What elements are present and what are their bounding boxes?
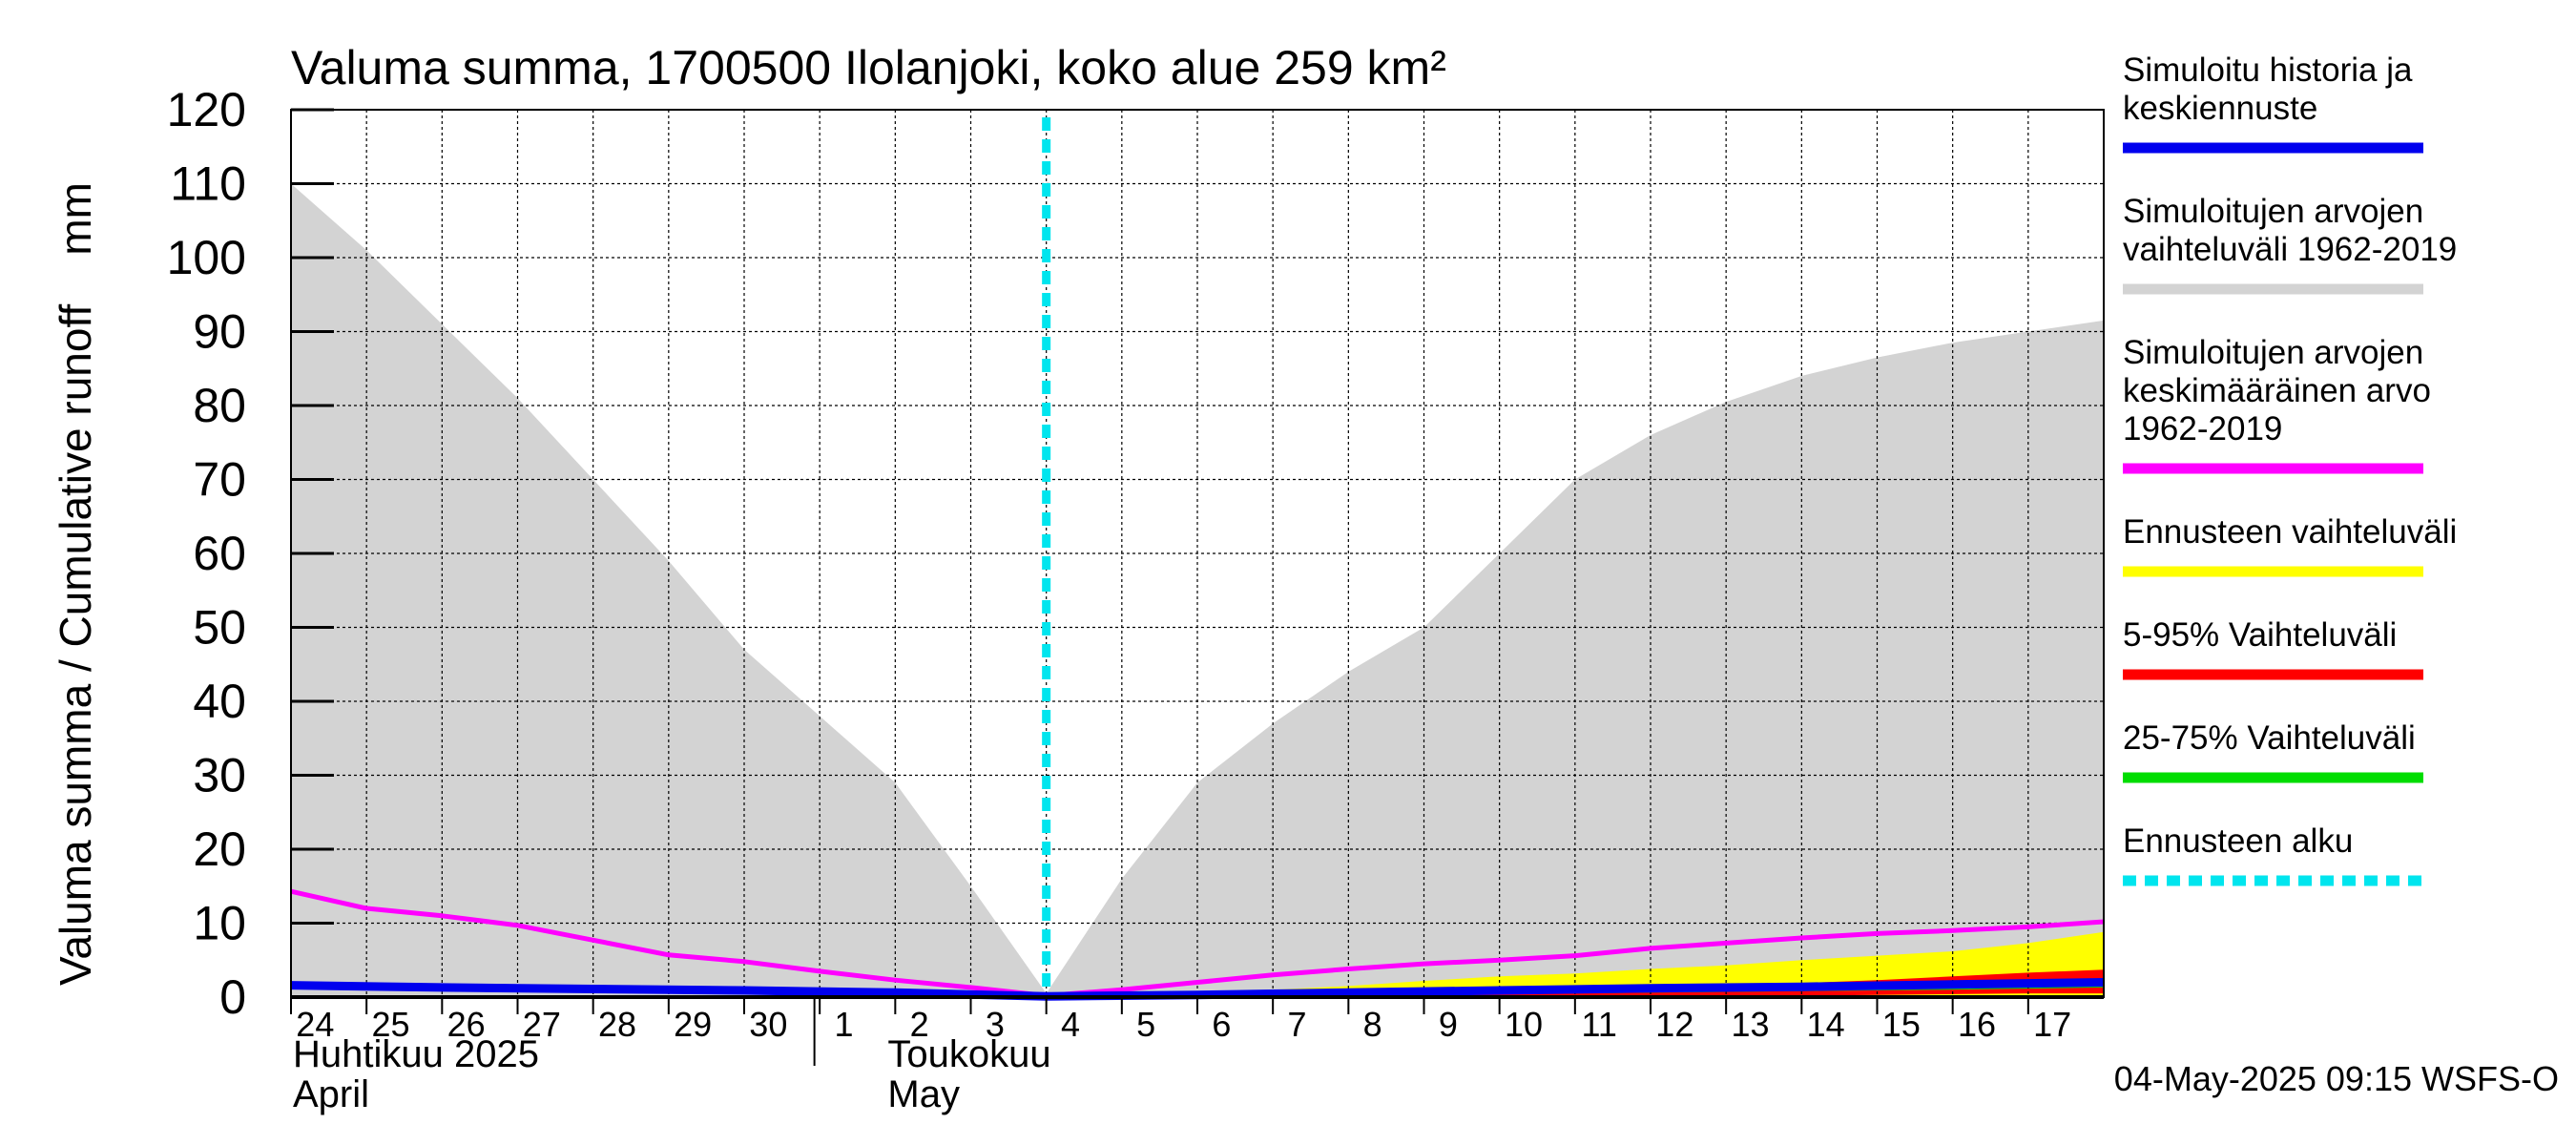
legend-label: keskiennuste bbox=[2123, 90, 2317, 127]
y-tick-label: 10 bbox=[193, 897, 246, 950]
footer-timestamp: 04-May-2025 09:15 WSFS-O bbox=[2114, 1059, 2559, 1098]
y-tick-label: 0 bbox=[219, 970, 246, 1024]
x-tick-label: 4 bbox=[1061, 1005, 1080, 1044]
x-tick-label: 12 bbox=[1655, 1005, 1693, 1044]
band-area-1 bbox=[1046, 931, 2104, 997]
y-tick-label: 50 bbox=[193, 601, 246, 655]
x-tick-label: 7 bbox=[1287, 1005, 1306, 1044]
x-tick-label: 26 bbox=[447, 1005, 486, 1044]
y-tick-label: 30 bbox=[193, 749, 246, 802]
month-label-fi: Toukokuu bbox=[887, 1033, 1050, 1075]
x-tick-label: 3 bbox=[986, 1005, 1005, 1044]
month-label-fi: Huhtikuu 2025 bbox=[293, 1033, 539, 1075]
x-tick-label: 2 bbox=[910, 1005, 929, 1044]
x-tick-label: 15 bbox=[1882, 1005, 1921, 1044]
legend-label: keskimääräinen arvo bbox=[2123, 372, 2431, 409]
y-tick-label: 60 bbox=[193, 527, 246, 580]
x-tick-label: 16 bbox=[1958, 1005, 1996, 1044]
series-line-0 bbox=[290, 888, 2105, 998]
legend-label: Simuloitujen arvojen bbox=[2123, 193, 2423, 230]
x-tick-label: 6 bbox=[1212, 1005, 1231, 1044]
x-tick-label: 17 bbox=[2033, 1005, 2071, 1044]
y-tick-label: 90 bbox=[193, 305, 246, 359]
legend-label: Simuloitujen arvojen bbox=[2123, 334, 2423, 371]
legend-label: 1962-2019 bbox=[2123, 410, 2282, 448]
legend-label: Ennusteen alku bbox=[2123, 822, 2353, 860]
month-label-en: May bbox=[887, 1073, 960, 1115]
x-tick-label: 25 bbox=[371, 1005, 409, 1044]
month-label-en: April bbox=[293, 1073, 369, 1115]
legend-label: 25-75% Vaihteluväli bbox=[2123, 719, 2416, 757]
x-tick-label: 13 bbox=[1731, 1005, 1769, 1044]
x-tick-label: 30 bbox=[749, 1005, 787, 1044]
y-tick-label: 100 bbox=[167, 231, 246, 284]
x-tick-label: 1 bbox=[834, 1005, 853, 1044]
legend-label: Ennusteen vaihteluväli bbox=[2123, 513, 2457, 551]
y-axis-label: Valuma summa / Cumulative runoff mm bbox=[51, 182, 100, 986]
x-tick-label: 9 bbox=[1439, 1005, 1458, 1044]
chart-title: Valuma summa, 1700500 Ilolanjoki, koko a… bbox=[291, 41, 1446, 94]
legend-label: Simuloitu historia ja bbox=[2123, 52, 2413, 89]
x-tick-label: 29 bbox=[674, 1005, 712, 1044]
legend-label: 5-95% Vaihteluväli bbox=[2123, 616, 2397, 654]
y-tick-label: 40 bbox=[193, 675, 246, 728]
x-tick-label: 27 bbox=[523, 1005, 561, 1044]
x-tick-label: 5 bbox=[1136, 1005, 1155, 1044]
y-tick-label: 70 bbox=[193, 453, 246, 507]
y-tick-label: 110 bbox=[170, 157, 246, 211]
x-tick-label: 8 bbox=[1363, 1005, 1382, 1044]
x-tick-label: 24 bbox=[296, 1005, 334, 1044]
x-tick-label: 10 bbox=[1505, 1005, 1543, 1044]
y-tick-label: 120 bbox=[167, 83, 246, 136]
legend-label: vaihteluväli 1962-2019 bbox=[2123, 231, 2457, 268]
x-tick-label: 28 bbox=[598, 1005, 636, 1044]
y-tick-label: 20 bbox=[193, 822, 246, 876]
x-tick-label: 11 bbox=[1581, 1005, 1616, 1044]
y-tick-label: 80 bbox=[193, 379, 246, 432]
series-line-1 bbox=[290, 978, 2105, 1001]
x-tick-label: 14 bbox=[1807, 1005, 1845, 1044]
